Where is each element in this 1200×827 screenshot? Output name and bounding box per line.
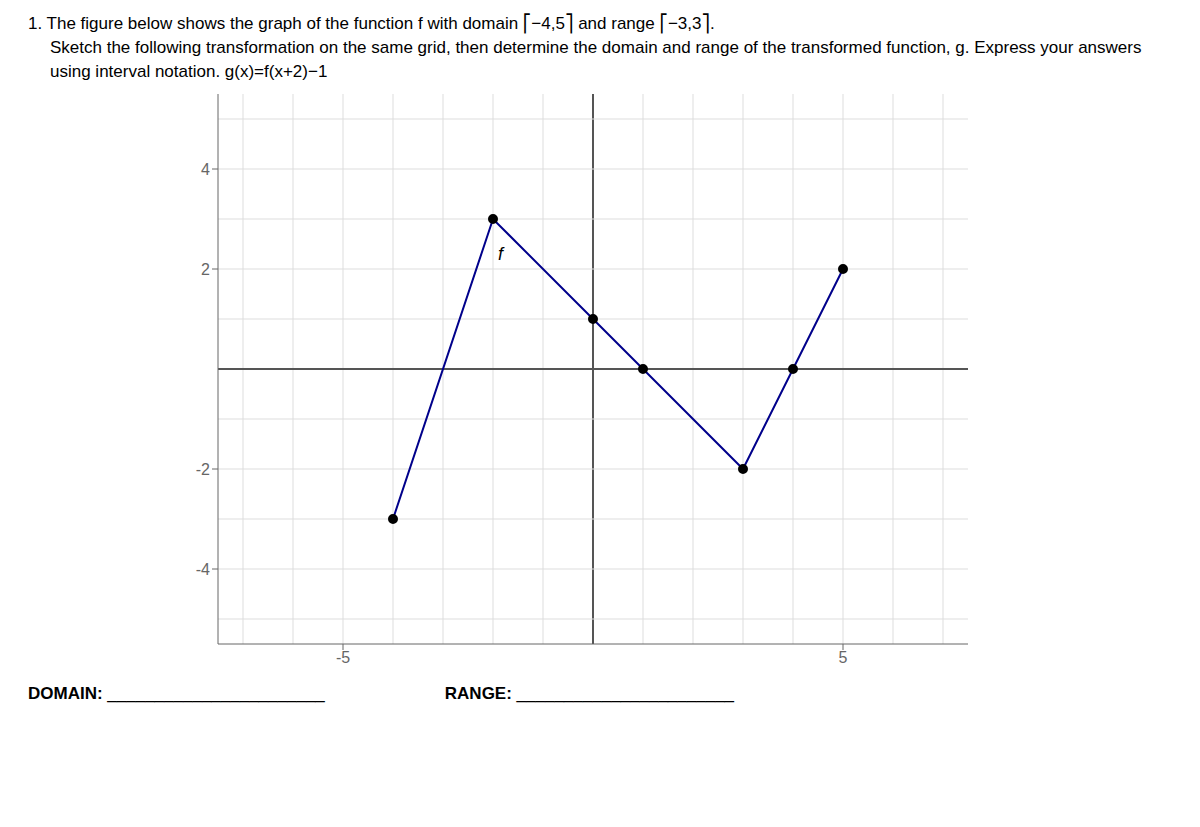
svg-text:f: f: [498, 244, 505, 264]
html-text:Sketch the following transform: Sketch the following transformation on t…: [50, 38, 1142, 81]
html-text:1. The figure below shows the: 1. The figure below shows the graph of t…: [28, 14, 715, 33]
svg-text:2: 2: [201, 261, 210, 278]
svg-text:-5: -5: [336, 649, 350, 666]
svg-text:-2: -2: [196, 461, 210, 478]
svg-text:4: 4: [201, 161, 210, 178]
svg-text:5: 5: [839, 649, 848, 666]
html-text:RANGE: _______________________: RANGE: _______________________: [444, 684, 734, 703]
svg-text:-4: -4: [196, 561, 210, 578]
html-text:DOMAIN: ______________________: DOMAIN: _______________________: [28, 684, 325, 703]
